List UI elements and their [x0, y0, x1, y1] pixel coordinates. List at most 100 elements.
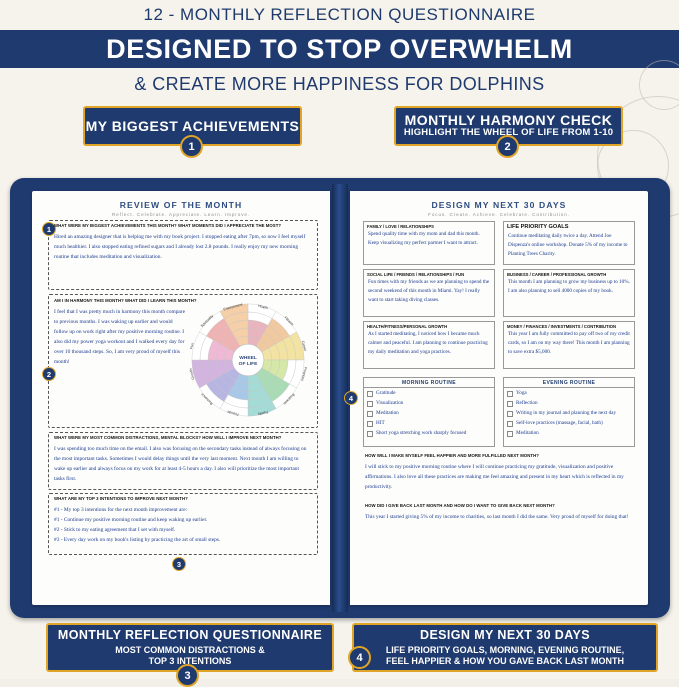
checkbox-icon[interactable] [367, 420, 373, 427]
svg-text:OF LIFE: OF LIFE [239, 361, 258, 367]
left-q3-block [48, 432, 318, 490]
left-badge-3: 3 [172, 557, 186, 571]
left-q4-answer-2: #1 - Continue my positive morning routin… [54, 517, 208, 523]
checklist-item-label: Writing in my journal and planning the n… [516, 409, 617, 416]
header-title: DESIGNED TO STOP OVERWHELM [0, 30, 679, 68]
goal-box-family: FAMILY / LOVE / RELATIONSHIPS Spend qual… [363, 221, 495, 265]
checklist-item[interactable]: Visualization [364, 398, 494, 408]
goal-box-family-header: FAMILY / LOVE / RELATIONSHIPS [367, 224, 434, 229]
goal-box-priority-text: Continue meditating daily twice a day. A… [508, 232, 628, 258]
right-page: DESIGN MY NEXT 30 DAYS Focus. Create. Ac… [344, 191, 648, 605]
checkbox-icon[interactable] [507, 390, 513, 397]
morning-routine-list: Gratitude Visualization Meditation HIT Short… [364, 388, 494, 438]
left-q1-label: WHAT WERE MY BIGGEST ACHIEVEMENTS THIS M… [54, 223, 282, 228]
left-q1-block [48, 220, 318, 290]
right-q-fulfilled-label: HOW WILL I MAKE MYSELF FEEL HAPPIER AND … [365, 453, 539, 458]
checklist-item[interactable]: HIT [364, 418, 494, 428]
evening-routine-list: Yoga Reflection Writing in my journal and … [504, 388, 634, 438]
goal-box-business: BUSINESS / CAREER / PROFESSIONAL GROWTH … [503, 269, 635, 317]
right-badge-4: 4 [344, 391, 358, 405]
right-q-giveback-label: HOW DID I GIVE BACK LAST MONTH AND HOW D… [365, 503, 555, 508]
left-badge-2: 2 [42, 367, 56, 381]
footer-row: MONTHLY REFLECTION QUESTIONNAIRE MOST CO… [0, 619, 679, 687]
wheel-label: Growth [188, 368, 196, 381]
callout-2-line1: MONTHLY HARMONY CHECK [404, 111, 613, 128]
checkbox-icon[interactable] [507, 430, 513, 437]
footer-left-line2: MOST COMMON DISTRACTIONS & TOP 3 INTENTI… [115, 644, 265, 666]
wheel-label: Family [257, 409, 269, 417]
left-q4-block [48, 493, 318, 555]
wheel-label: Fun [189, 342, 195, 350]
morning-routine-header: MORNING ROUTINE [364, 378, 494, 388]
goal-box-business-header: BUSINESS / CAREER / PROFESSIONAL GROWTH [507, 272, 607, 277]
badge-3: 3 [176, 664, 199, 687]
checklist-item[interactable]: Meditation [504, 428, 634, 438]
wheel-label: Business [282, 392, 296, 406]
footer-right-line2: LIFE PRIORITY GOALS, MORNING, EVENING RO… [385, 644, 625, 666]
checklist-item-label: HIT [376, 419, 385, 426]
goal-box-social-text: Fun times with my friends as we are plan… [368, 279, 490, 304]
checklist-item[interactable]: Reflection [504, 398, 634, 408]
left-q2-label: AM I IN HARMONY THIS MONTH? WHAT DID I L… [54, 298, 197, 303]
goal-box-social-header: SOCIAL LIFE / FRIENDS / RELATIONSHIPS / … [367, 272, 465, 277]
left-page-title: REVIEW OF THE MONTH [119, 200, 243, 210]
checkbox-icon[interactable] [367, 430, 373, 437]
footer-callout-next-30-days: DESIGN MY NEXT 30 DAYS LIFE PRIORITY GOA… [352, 623, 658, 673]
right-q-giveback-answer: This year I started giving 5% of my inco… [365, 514, 629, 520]
badge-1: 1 [180, 135, 203, 158]
footer-left-line1: MONTHLY REFLECTION QUESTIONNAIRE [57, 628, 323, 642]
goal-box-money-text: This year I am fully committed to pay of… [508, 331, 630, 356]
decor-circle [639, 60, 679, 110]
goal-box-health-text: As I started meditating, I noticed how I… [368, 331, 488, 356]
checklist-item[interactable]: Yoga [504, 388, 634, 398]
wheel-of-life: WHEEL OF LIFE Health Fitness Career Finance… [184, 299, 312, 421]
wheel-labels: Health Fitness Career Finances Business Famil… [184, 299, 312, 421]
goal-box-health-header: HEALTH/FITNESS/PERSONAL GROWTH [367, 324, 448, 329]
checklist-item[interactable]: Gratitude [364, 388, 494, 398]
callout-2-line2: HIGHLIGHT THE WHEEL OF LIFE FROM 1-10 [403, 127, 614, 139]
open-planner-book: REVIEW OF THE MONTH Reflect. Celebrate. … [10, 178, 670, 618]
left-q4-label: WHAT ARE MY TOP 3 INTENTIONS TO IMPROVE … [54, 496, 188, 501]
left-q2-answer: I feel that I was pretty much in harmony… [54, 309, 185, 365]
left-q4-answer-3: #2 - Stick to my eating agreement that I… [54, 527, 176, 533]
wheel-label: Friends [226, 409, 240, 417]
wheel-label: Romance [200, 392, 214, 406]
checklist-item-label: Reflection [516, 399, 538, 406]
checklist-item[interactable]: Short yoga stretching work sharply focus… [364, 428, 494, 438]
checklist-item-label: Yoga [516, 389, 527, 396]
goal-box-priority-header: LIFE PRIORITY GOALS [507, 224, 569, 230]
goal-box-social: SOCIAL LIFE / FRIENDS / RELATIONSHIPS / … [363, 269, 495, 317]
checkbox-icon[interactable] [507, 420, 513, 427]
wheel-label: Finances [300, 366, 308, 382]
checklist-item-label: Gratitude [376, 389, 396, 396]
checklist-item[interactable]: Self-love practices (massage, facial, ba… [504, 418, 634, 428]
checkbox-icon[interactable] [507, 400, 513, 407]
wheel-label: Spirituality [199, 313, 215, 329]
left-page: REVIEW OF THE MONTH Reflect. Celebrate. … [32, 191, 330, 605]
checklist-item-label: Visualization [376, 399, 404, 406]
right-page-title: DESIGN MY NEXT 30 DAYS [431, 200, 567, 210]
book-spine [332, 184, 348, 612]
footer-right-line1: DESIGN MY NEXT 30 DAYS [420, 628, 590, 642]
goal-box-business-text: This month I am planning to grow my busi… [508, 279, 630, 295]
checklist-item-label: Self-love practices (massage, facial, ba… [516, 419, 603, 426]
checkbox-icon[interactable] [367, 410, 373, 417]
checkbox-icon[interactable] [367, 390, 373, 397]
checklist-item-label: Short yoga stretching work sharply focus… [376, 429, 467, 436]
goal-box-money: MONEY / FINANCES / INVESTMENTS / CONTRIB… [503, 321, 635, 369]
header-subtitle: & CREATE MORE HAPPINESS FOR DOLPHINS [134, 73, 545, 94]
goal-box-health: HEALTH/FITNESS/PERSONAL GROWTH As I star… [363, 321, 495, 369]
checkbox-icon[interactable] [507, 410, 513, 417]
left-q4-answer-4: #3 - Every day work on my book's listing… [54, 537, 221, 543]
checkbox-icon[interactable] [367, 400, 373, 407]
right-page-subtitle: Focus. Create. Achieve. Celebrate. Contr… [428, 212, 570, 217]
evening-routine-box: EVENING ROUTINE Yoga Reflection Writing in… [503, 377, 635, 447]
left-page-subtitle: Reflect. Celebrate. Appreciate. Learn. I… [111, 212, 251, 217]
checklist-item[interactable]: Writing in my journal and planning the n… [504, 408, 634, 418]
right-q-fulfilled-answer: I will stick to my positive morning rout… [365, 464, 624, 490]
evening-routine-header: EVENING ROUTINE [504, 378, 634, 388]
wheel-of-life-svg: WHEEL OF LIFE [191, 303, 305, 417]
checklist-item[interactable]: Meditation [364, 408, 494, 418]
header-kicker: 12 - MONTHLY REFLECTION QUESTIONNAIRE [0, 0, 679, 30]
